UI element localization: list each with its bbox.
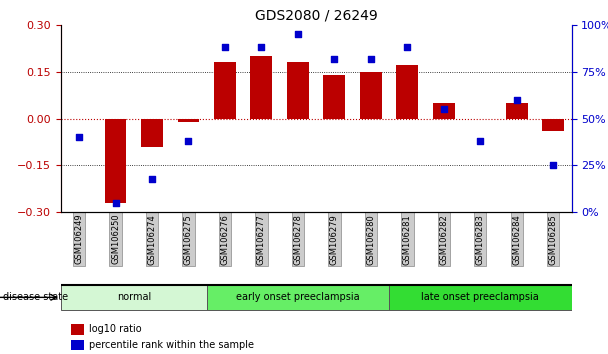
Point [475, 138, 485, 144]
Bar [141, 119, 163, 147]
Text: log10 ratio: log10 ratio [89, 324, 142, 334]
Point [220, 45, 230, 50]
Title: GDS2080 / 26249: GDS2080 / 26249 [255, 8, 378, 22]
Bar [71, 324, 84, 335]
Point [330, 56, 339, 61]
Bar [542, 119, 564, 131]
Bar [506, 103, 528, 119]
Bar [250, 56, 272, 119]
Bar [433, 103, 455, 119]
Point [184, 138, 193, 144]
Point [147, 176, 157, 182]
Bar [207, 285, 389, 310]
Bar [178, 119, 199, 122]
Bar [105, 119, 126, 203]
Point [548, 162, 558, 168]
Text: percentile rank within the sample: percentile rank within the sample [89, 340, 254, 350]
Bar [396, 65, 418, 119]
Bar [323, 75, 345, 119]
Text: late onset preeclampsia: late onset preeclampsia [421, 292, 539, 302]
Point [111, 200, 120, 206]
Text: normal: normal [117, 292, 151, 302]
Point [74, 135, 84, 140]
Point [402, 45, 412, 50]
Text: early onset preeclampsia: early onset preeclampsia [236, 292, 360, 302]
Point [439, 106, 449, 112]
Point [366, 56, 376, 61]
Point [512, 97, 522, 103]
Bar [71, 340, 84, 350]
Bar [214, 62, 236, 119]
Text: disease state: disease state [3, 292, 68, 302]
Bar [389, 285, 572, 310]
Bar [287, 62, 309, 119]
Bar [61, 285, 207, 310]
Bar [360, 72, 382, 119]
Point [293, 31, 303, 37]
Point [257, 45, 266, 50]
